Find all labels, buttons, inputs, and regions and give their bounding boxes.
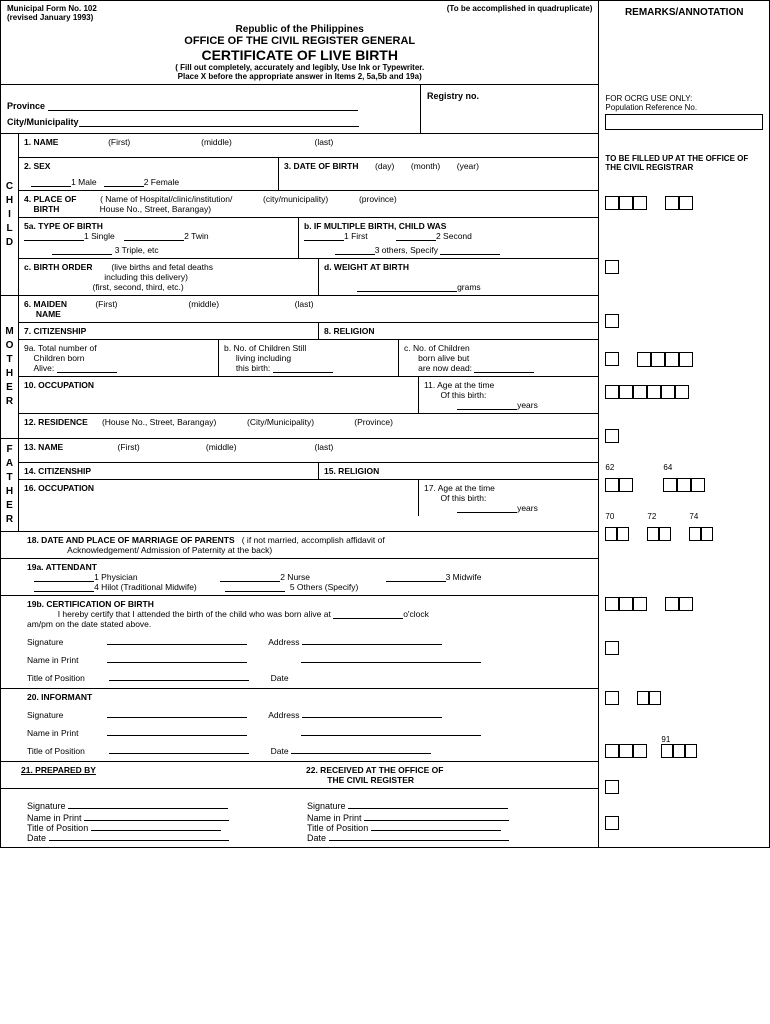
- side-panel: REMARKS/ANNOTATION FOR OCRG USE ONLY: Po…: [599, 1, 769, 847]
- mother-residence-label: 12. RESIDENCE: [24, 417, 88, 427]
- prep-sig-input[interactable]: [68, 808, 228, 809]
- mult-first-input[interactable]: [304, 231, 344, 241]
- pop-ref-box[interactable]: [605, 114, 763, 130]
- inf-addr-input[interactable]: [302, 717, 442, 718]
- cert-name-input[interactable]: [107, 662, 247, 663]
- fill-note: TO BE FILLED UP AT THE OFFICE OF THE CIV…: [605, 154, 763, 172]
- recv-date-input[interactable]: [329, 840, 509, 841]
- triple-input[interactable]: [52, 245, 112, 255]
- single-input[interactable]: [24, 231, 84, 241]
- cert-addr-input[interactable]: [302, 644, 442, 645]
- mother-section: MOTHER 6. MAIDEN (First) (middle) (last)…: [1, 296, 598, 439]
- registry-row: Province City/Municipality Registry no.: [1, 85, 598, 134]
- office-label: OFFICE OF THE CIVIL REGISTER GENERAL: [7, 35, 592, 47]
- province-label: Province: [7, 101, 45, 111]
- prep-date-input[interactable]: [49, 840, 229, 841]
- mother-occupation-label: 10. OCCUPATION: [19, 377, 419, 413]
- maiden-label: 6. MAIDEN: [24, 299, 67, 309]
- form-header: Municipal Form No. 102 (revised January …: [1, 1, 598, 85]
- child-section: CHILD 1. NAME (First) (middle) (last) 2.…: [1, 134, 598, 296]
- province-input[interactable]: [48, 101, 358, 111]
- mult-other-input[interactable]: [335, 245, 375, 255]
- sex-label: 2. SEX: [24, 161, 273, 171]
- recv-name-input[interactable]: [364, 820, 509, 821]
- code-box-2[interactable]: [605, 260, 619, 274]
- birth-certificate-form: Municipal Form No. 102 (revised January …: [0, 0, 770, 848]
- main-form: Municipal Form No. 102 (revised January …: [1, 1, 599, 847]
- code-box[interactable]: [605, 196, 619, 210]
- marriage-section: 18. DATE AND PLACE OF MARRIAGE OF PARENT…: [1, 532, 598, 559]
- father-name-label: 13. NAME: [24, 442, 63, 452]
- weight-input[interactable]: [357, 282, 457, 292]
- city-input[interactable]: [79, 117, 359, 127]
- remarks-header: REMARKS/ANNOTATION: [605, 5, 763, 26]
- father-age-input[interactable]: [457, 503, 517, 513]
- ocrg-label: FOR OCRG USE ONLY:: [605, 94, 763, 103]
- cert-title-input[interactable]: [109, 680, 249, 681]
- inf-date-input[interactable]: [291, 753, 431, 754]
- republic-label: Republic of the Philippines: [7, 24, 592, 35]
- cert-sig-input[interactable]: [107, 644, 247, 645]
- prepared-received-header: 21. PREPARED BY 22. RECEIVED AT THE OFFI…: [1, 762, 598, 789]
- sex-female-input[interactable]: [104, 177, 144, 187]
- att-hilot-input[interactable]: [34, 582, 94, 592]
- cert-addr2-input[interactable]: [301, 662, 481, 663]
- type-birth-label: 5a. TYPE OF BIRTH: [24, 221, 293, 231]
- recv-title-input[interactable]: [371, 830, 501, 831]
- instruction-1: ( Fill out completely, accurately and le…: [7, 63, 592, 72]
- prepared-received-body: Signature Name in Print Title of Positio…: [1, 789, 598, 847]
- inf-title-input[interactable]: [109, 753, 249, 754]
- attendant-section: 19a. ATTENDANT 1 Physician 2 Nurse 3 Mid…: [1, 559, 598, 596]
- mother-religion-label: 8. RELIGION: [319, 323, 598, 339]
- children-alive-input[interactable]: [57, 363, 117, 373]
- cert-time-input[interactable]: [333, 609, 403, 619]
- mother-age-input[interactable]: [457, 400, 517, 410]
- form-number: Municipal Form No. 102: [7, 4, 97, 13]
- sex-male-input[interactable]: [31, 177, 71, 187]
- att-others-input[interactable]: [225, 582, 285, 592]
- father-section: FATHER 13. NAME (First) (middle) (last) …: [1, 439, 598, 532]
- prep-name-input[interactable]: [84, 820, 229, 821]
- dob-label: 3. DATE OF BIRTH: [284, 161, 358, 171]
- inf-sig-input[interactable]: [107, 717, 247, 718]
- multiple-birth-label: b. IF MULTIPLE BIRTH, CHILD WAS: [304, 221, 593, 231]
- city-label: City/Municipality: [7, 117, 79, 127]
- prep-title-input[interactable]: [91, 830, 221, 831]
- informant-section: 20. INFORMANT Signature Address Name in …: [1, 689, 598, 762]
- weight-label: d. WEIGHT AT BIRTH: [324, 262, 593, 272]
- mother-citizenship-label: 7. CITIZENSHIP: [19, 323, 319, 339]
- name-label: 1. NAME: [24, 137, 58, 147]
- att-nurse-input[interactable]: [220, 572, 280, 582]
- pob-label: 4. PLACE OF: [24, 194, 76, 204]
- certification-section: 19b. CERTIFICATION OF BIRTH I hereby cer…: [1, 596, 598, 689]
- pop-ref-label: Population Reference No.: [605, 103, 763, 112]
- quadruplicate-note: (To be accomplished in quadruplicate): [447, 4, 593, 22]
- instruction-2: Place X before the appropriate answer in…: [7, 72, 592, 81]
- att-physician-input[interactable]: [34, 572, 94, 582]
- birth-order-label: c. BIRTH ORDER: [24, 262, 92, 272]
- certificate-title: CERTIFICATE OF LIVE BIRTH: [7, 47, 592, 63]
- att-midwife-input[interactable]: [386, 572, 446, 582]
- children-living-input[interactable]: [273, 363, 333, 373]
- father-citizenship-label: 14. CITIZENSHIP: [19, 463, 319, 479]
- recv-sig-input[interactable]: [348, 808, 508, 809]
- inf-name-input[interactable]: [107, 735, 247, 736]
- father-religion-label: 15. RELIGION: [319, 463, 598, 479]
- father-occupation-label: 16. OCCUPATION: [19, 480, 419, 516]
- registry-no-label: Registry no.: [421, 85, 598, 133]
- mult-second-input[interactable]: [396, 231, 436, 241]
- twin-input[interactable]: [124, 231, 184, 241]
- form-revised: (revised January 1993): [7, 13, 97, 22]
- inf-addr2-input[interactable]: [301, 735, 481, 736]
- children-dead-input[interactable]: [474, 363, 534, 373]
